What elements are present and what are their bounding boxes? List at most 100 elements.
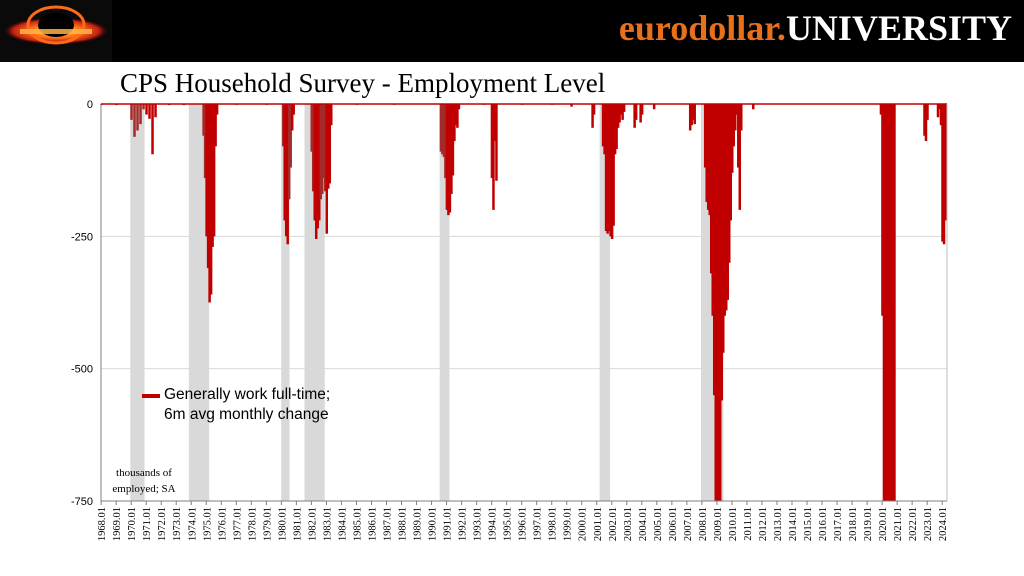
bar <box>612 104 615 226</box>
bar <box>317 104 321 221</box>
x-tick-label: 2000.01 <box>578 507 589 541</box>
bar <box>445 104 449 210</box>
bar <box>323 104 327 192</box>
x-tick-label: 1996.01 <box>518 507 529 541</box>
axes <box>100 104 948 502</box>
bar <box>893 104 896 501</box>
bar <box>214 104 217 147</box>
bar <box>613 104 617 155</box>
x-tick-label: 2016.01 <box>818 507 829 541</box>
x-tick-label: 2015.01 <box>803 507 814 541</box>
bar <box>490 104 494 179</box>
x-tick-label: 2013.01 <box>773 507 784 541</box>
bar <box>705 104 708 202</box>
x-tick-label: 2006.01 <box>668 507 679 541</box>
bar <box>145 104 148 115</box>
bar <box>603 104 606 155</box>
bar <box>287 104 291 200</box>
bar <box>622 104 626 112</box>
bar <box>726 104 729 300</box>
bar <box>690 104 693 126</box>
bar <box>639 104 642 123</box>
bar <box>281 104 285 147</box>
x-tick-label: 1975.01 <box>202 507 213 541</box>
bar <box>721 104 725 353</box>
bar <box>453 104 456 142</box>
bar <box>208 104 211 303</box>
x-tick-label: 2003.01 <box>623 507 634 541</box>
x-tick-label: 1997.01 <box>533 507 544 541</box>
bar <box>732 104 736 147</box>
bar <box>734 104 737 131</box>
brand-text-university: UNIVERSITY <box>785 8 1012 48</box>
y-axis-ticks: 0 -250 -500 -750 <box>71 99 93 508</box>
bar <box>939 104 943 126</box>
bar <box>616 104 620 128</box>
recession-band <box>439 104 450 501</box>
bar <box>691 104 695 120</box>
bar <box>881 104 884 316</box>
bar <box>591 104 594 128</box>
bar <box>205 104 208 237</box>
bar <box>711 104 714 316</box>
bar <box>942 104 946 245</box>
brand-text-eurodollar: eurodollar. <box>618 8 786 48</box>
x-tick-label: 1978.01 <box>247 507 258 541</box>
bar <box>328 104 332 184</box>
bar <box>720 104 723 401</box>
bar <box>215 104 219 115</box>
x-tick-label: 1980.01 <box>277 507 288 541</box>
bar <box>693 104 696 125</box>
bar <box>703 104 707 168</box>
x-tick-label: 2012.01 <box>758 507 769 541</box>
x-tick-label: 2019.01 <box>863 507 874 541</box>
x-tick-label: 1994.01 <box>488 507 499 541</box>
bar <box>708 104 711 216</box>
bar <box>148 104 151 119</box>
recession-band <box>130 104 145 501</box>
bar <box>926 104 929 120</box>
x-tick-label: 1984.01 <box>337 507 348 541</box>
x-tick-label: 2001.01 <box>593 507 604 541</box>
x-tick-label: 1974.01 <box>187 507 198 541</box>
bar <box>737 104 740 168</box>
bar <box>923 104 926 136</box>
x-tick-label: 2009.01 <box>713 507 724 541</box>
x-tick-label: 1983.01 <box>322 507 333 541</box>
bar <box>884 104 887 501</box>
bar <box>604 104 608 232</box>
bar <box>326 104 330 189</box>
bar <box>454 104 458 126</box>
bar <box>284 104 288 237</box>
y-tick-label: -250 <box>71 231 93 243</box>
bar <box>319 104 322 200</box>
bar <box>882 104 886 501</box>
x-tick-label: 1988.01 <box>398 507 409 541</box>
bar <box>447 104 450 216</box>
x-tick-label: 2007.01 <box>683 507 694 541</box>
x-tick-label: 2004.01 <box>638 507 649 541</box>
x-tick-label: 1989.01 <box>413 507 424 541</box>
x-tick-label: 1977.01 <box>232 507 243 541</box>
x-tick-label: 2017.01 <box>833 507 844 541</box>
x-tick-label: 1995.01 <box>503 507 514 541</box>
bar <box>887 104 890 501</box>
bar <box>209 104 213 295</box>
bar <box>450 104 453 194</box>
recession-shading <box>130 104 888 501</box>
bar <box>206 104 210 269</box>
x-tick-label: 1970.01 <box>127 507 138 541</box>
bar <box>640 104 644 115</box>
y-tick-label: -500 <box>71 364 93 376</box>
x-tick-label: 1986.01 <box>367 507 378 541</box>
bar <box>718 104 722 501</box>
bar <box>709 104 713 274</box>
bar <box>311 104 315 192</box>
x-tick-label: 2002.01 <box>608 507 619 541</box>
bar <box>724 104 728 311</box>
bar <box>439 104 443 152</box>
bar <box>212 104 216 237</box>
bar <box>888 104 892 501</box>
bar <box>706 104 710 210</box>
x-tick-label: 2011.01 <box>743 507 754 541</box>
